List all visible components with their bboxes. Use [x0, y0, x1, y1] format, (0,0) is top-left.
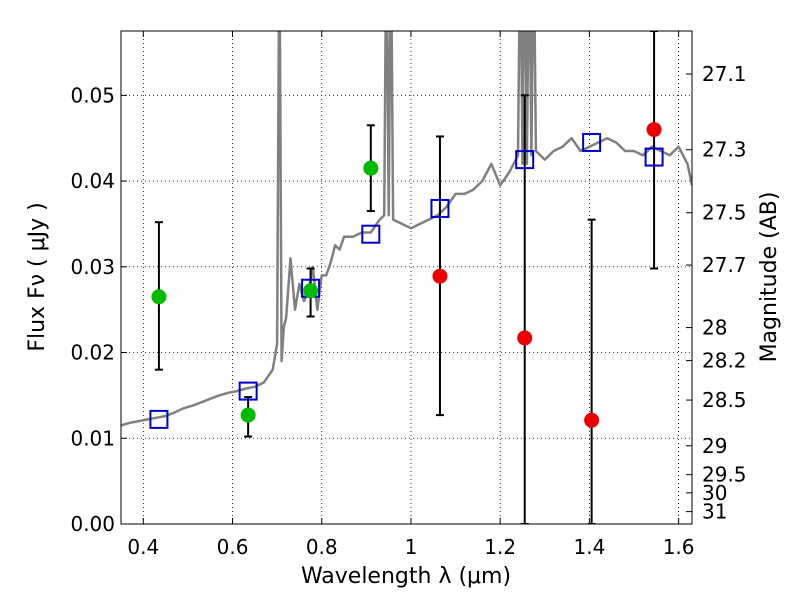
right-axis-label: Magnitude (AB) — [757, 192, 782, 363]
y-tick-label: 0.04 — [70, 169, 115, 193]
x-tick-label: 1.2 — [484, 535, 516, 559]
x-tick-label: 1.6 — [663, 535, 695, 559]
y-tick-label: 0.03 — [70, 255, 115, 279]
mag-tick-label: 29.5 — [702, 463, 747, 487]
model-spectrum-line — [121, 31, 692, 427]
mag-tick-label: 28.2 — [702, 349, 747, 373]
x-tick-label: 1 — [405, 535, 418, 559]
y-tick-label: 0.01 — [70, 426, 115, 450]
non-detection-point — [517, 330, 533, 346]
model-photometry-point — [644, 147, 664, 167]
model-photometry-point — [238, 381, 258, 401]
model-photometry-point — [582, 132, 602, 152]
model-photometry-point — [515, 150, 535, 170]
model-photometry-point — [430, 198, 450, 218]
x-tick-label: 0.4 — [127, 535, 159, 559]
axes-frame — [120, 30, 693, 525]
detection-point — [240, 407, 256, 423]
mag-tick-label: 27.5 — [702, 201, 747, 225]
mag-tick-label: 27.3 — [702, 138, 747, 162]
x-tick-label: 0.8 — [306, 535, 338, 559]
plot-area — [121, 31, 692, 524]
detection-point — [151, 289, 167, 305]
non-detection-point — [432, 268, 448, 284]
mag-tick-label: 27.1 — [702, 62, 747, 86]
y-tick-label: 0.05 — [70, 83, 115, 107]
y-tick-label: 0.00 — [70, 512, 115, 536]
mag-tick-label: 28 — [702, 316, 727, 340]
mag-tick-label: 28.5 — [702, 388, 747, 412]
x-axis-label: Wavelength λ (μm) — [301, 564, 511, 589]
grid-lines — [121, 31, 692, 525]
y-axis-label: Flux Fν ( μJy ) — [25, 202, 50, 351]
model-photometry-point — [361, 224, 381, 244]
non-detection-point — [646, 122, 662, 138]
mag-tick-label: 30 — [702, 481, 727, 505]
mag-tick-label: 27.7 — [702, 253, 747, 277]
x-tick-label: 1.4 — [573, 535, 605, 559]
detection-point — [303, 283, 319, 299]
non-detection-point — [584, 412, 600, 428]
x-tick-label: 0.6 — [217, 535, 249, 559]
axis-ticks: 0.4 0.6 0.8 1 1.2 1.4 1.6 0.00 0.01 0.02 0.03 0.04 0… — [70, 31, 747, 559]
mag-tick-label: 31 — [702, 500, 727, 524]
detection-point — [363, 160, 379, 176]
y-tick-label: 0.02 — [70, 341, 115, 365]
mag-tick-label: 29 — [702, 434, 727, 458]
model-photometry-point — [149, 409, 169, 429]
